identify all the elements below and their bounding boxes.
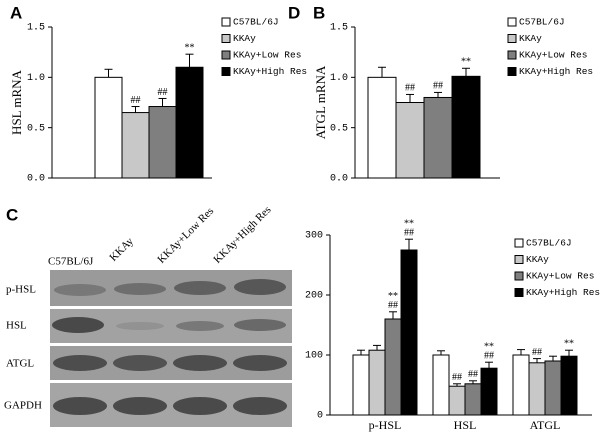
x-tick-label: ATGL	[530, 418, 561, 432]
legend-swatch	[514, 271, 524, 281]
bar	[367, 76, 397, 179]
annotation: ##	[433, 81, 443, 92]
x-tick-label: p-HSL	[369, 418, 402, 432]
bar	[448, 385, 466, 416]
annotation: ##	[405, 83, 415, 94]
bar	[94, 76, 123, 179]
annotation: ##	[452, 372, 462, 383]
annotation: ##	[158, 87, 168, 98]
legend-swatch	[221, 50, 231, 60]
y-tick-label: 1.5	[330, 23, 348, 34]
legend-swatch	[507, 17, 517, 27]
lane-label: KKAy	[107, 235, 136, 264]
bar	[175, 66, 204, 179]
bar	[528, 362, 546, 416]
bar	[432, 354, 450, 416]
legend-label: KKAy+High Res	[519, 66, 593, 77]
y-axis-title: ATGL mRNA	[313, 65, 328, 139]
legend-label: KKAy+Low Res	[233, 50, 301, 61]
legend-swatch	[507, 34, 517, 43]
bar	[121, 112, 150, 179]
legend-label: KKAy	[519, 33, 542, 44]
y-axis-title: HSL mRNA	[9, 69, 24, 134]
annotation: ##	[388, 300, 398, 311]
legend-swatch	[221, 34, 231, 43]
annotation: **	[404, 218, 414, 229]
row-label: p-HSL	[6, 284, 36, 296]
legend-swatch	[514, 255, 524, 264]
annotation: **	[388, 291, 398, 302]
bands	[52, 279, 287, 415]
lane-label: KKAy+Low Res	[155, 205, 216, 266]
legend-label: KKAy+High Res	[526, 287, 600, 298]
legend-swatch	[514, 238, 524, 248]
annotation: ##	[468, 369, 478, 380]
legend-label: KKAy+Low Res	[519, 50, 587, 61]
y-tick-label: 0.0	[27, 174, 45, 185]
panel-letter: A	[10, 3, 22, 22]
bar	[560, 355, 578, 416]
annotation: **	[185, 42, 195, 53]
bar	[451, 75, 481, 179]
legend-label: KKAy+High Res	[233, 66, 307, 77]
annotation: **	[484, 341, 494, 352]
bar	[368, 349, 386, 416]
row-label: ATGL	[6, 358, 34, 370]
panel-letter: B	[313, 3, 325, 22]
legend-swatch	[507, 67, 517, 76]
y-tick-label: 0.0	[330, 174, 348, 185]
y-tick-label: 100	[305, 351, 323, 362]
y-tick-label: 0.5	[330, 123, 348, 134]
y-tick-label: 1.0	[330, 73, 348, 84]
blot: C57BL/6J KKAy KKAy+Low Res KKAy+High Res…	[4, 204, 292, 427]
annotation: **	[564, 338, 574, 349]
bar	[400, 249, 418, 416]
annotation: ##	[404, 227, 414, 238]
panel-letter: D	[288, 3, 300, 22]
legend-label: KKAy	[526, 254, 549, 265]
bar	[512, 354, 530, 416]
y-tick-label: 200	[305, 291, 323, 302]
x-tick-label: HSL	[454, 418, 477, 432]
annotation: **	[461, 57, 471, 68]
y-tick-label: 1.0	[27, 73, 45, 84]
bar	[544, 360, 562, 416]
y-tick-label: 300	[305, 231, 323, 242]
bar	[395, 102, 425, 179]
bar	[423, 96, 453, 179]
y-tick-label: 0.5	[27, 123, 45, 134]
bar	[148, 106, 177, 179]
panel-letter: C	[6, 205, 18, 224]
bar	[464, 383, 482, 416]
legend-swatch	[221, 67, 231, 76]
annotation: ##	[131, 95, 141, 106]
legend-swatch	[221, 17, 231, 27]
legend-swatch	[507, 50, 517, 60]
legend-label: C57BL/6J	[233, 17, 279, 28]
bar	[384, 318, 402, 416]
y-tick-label: 0	[317, 411, 323, 422]
bar	[352, 354, 370, 416]
legend-swatch	[514, 288, 524, 297]
legend-label: C57BL/6J	[519, 17, 565, 28]
legend-label: KKAy+Low Res	[526, 271, 594, 282]
lane-label: C57BL/6J	[48, 256, 94, 268]
annotation: ##	[484, 350, 494, 361]
row-label: GAPDH	[4, 400, 42, 412]
annotation: ##	[532, 347, 542, 358]
legend-label: C57BL/6J	[526, 238, 572, 249]
legend-label: KKAy	[233, 33, 256, 44]
lane-label: KKAy+High Res	[211, 204, 273, 266]
bar	[480, 367, 498, 416]
y-tick-label: 1.5	[27, 23, 45, 34]
row-label: HSL	[6, 320, 27, 332]
